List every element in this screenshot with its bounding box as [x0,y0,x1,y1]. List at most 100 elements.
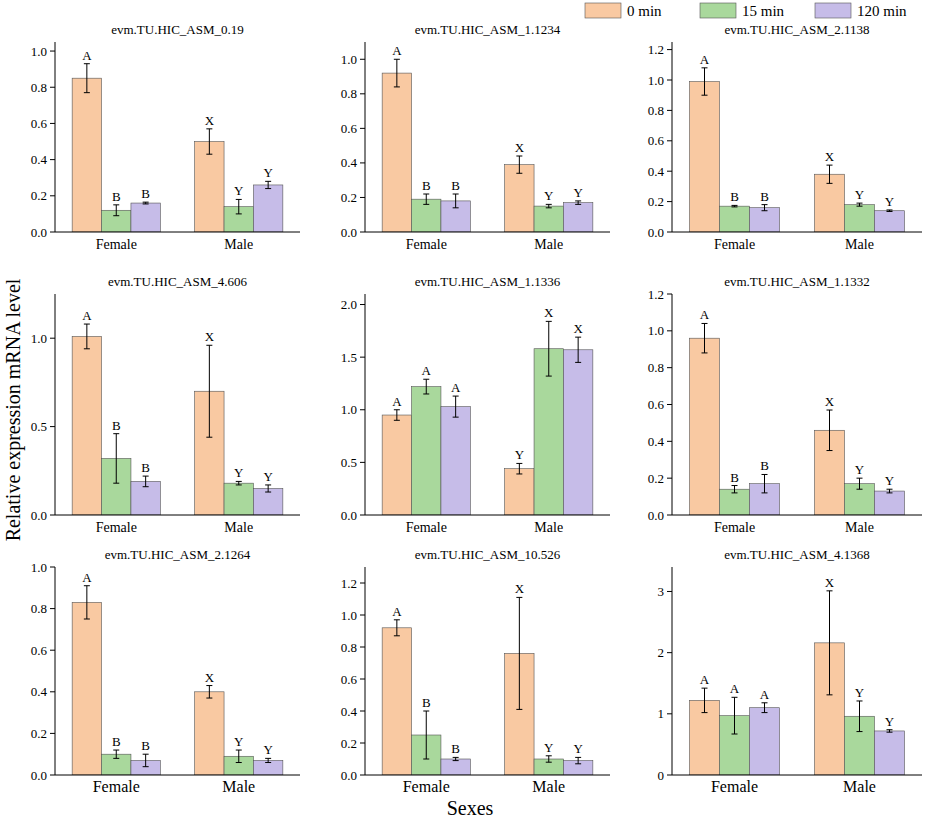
bar [720,489,750,515]
legend: 0 min15 min120 min [585,3,907,19]
y-tick-label: 0.0 [648,508,664,523]
y-axis [365,567,366,775]
y-tick [360,59,365,60]
error-cap [453,760,459,761]
error-cap [702,352,708,353]
error-bar [394,59,400,87]
bar [441,759,470,775]
panel-title: evm.TU.HIC_ASM_1.1332 [724,274,870,289]
y-tick-label: 0.6 [648,397,665,412]
bar [505,165,534,232]
y-tick-label: 0.8 [648,360,664,375]
error-cap [516,597,522,598]
error-cap [732,205,738,206]
y-tick [667,441,672,442]
error-cap [762,702,768,703]
category-label: Female [711,778,758,795]
error-cap [516,473,522,474]
error-cap [857,731,863,732]
error-bar [84,324,90,349]
error-cap [702,323,708,324]
error-cap [516,156,522,157]
error-cap [827,165,833,166]
error-bar [887,489,893,493]
error-cap [265,762,271,763]
significance-letter: X [205,113,215,128]
significance-letter: A [82,570,92,585]
y-tick-label: 0.4 [31,152,48,167]
error-cap [516,463,522,464]
bar [195,142,224,232]
y-axis [365,42,366,232]
bars [690,591,905,775]
error-line [519,463,520,474]
category-label: Male [843,778,876,795]
bar [224,483,253,515]
significance-letter: Y [515,447,525,462]
y-tick [360,304,365,305]
y-tick-label: 0.2 [31,726,47,741]
significance-letter: Y [573,185,583,200]
y-axis [672,42,673,232]
error-bar [516,156,522,173]
panel-title: evm.TU.HIC_ASM_4.1368 [724,547,870,562]
error-line [578,201,579,204]
error-cap [113,758,119,759]
error-bar [423,379,429,394]
error-cap [206,685,212,686]
error-bar [206,129,212,154]
error-line [829,591,830,695]
error-cap [84,324,90,325]
y-axis [55,294,56,515]
significance-letter: X [515,140,525,155]
bar [505,469,534,515]
category-label: Male [845,237,874,252]
significance-letter: Y [573,741,583,756]
y-tick-label: 0.4 [341,704,358,719]
error-cap [265,758,271,759]
panel-title: evm.TU.HIC_ASM_4.606 [108,274,248,289]
error-line [704,323,705,352]
significance-letter: Y [855,187,865,202]
significance-letter: Y [544,188,554,203]
error-bar [143,476,149,487]
y-tick [360,647,365,648]
bars [72,324,283,515]
y-tick-label: 1.0 [341,608,357,623]
bar [382,628,411,775]
error-cap [453,396,459,397]
significance-letter: Y [855,462,865,477]
y-tick [667,201,672,202]
y-tick-label: 1.0 [31,560,47,575]
bar [72,336,101,515]
x-axis [55,232,300,233]
y-tick-label: 2.0 [341,297,357,312]
y-tick-label: 0.0 [31,225,47,240]
bar [441,407,470,515]
x-axis [365,232,610,233]
x-axis [672,515,922,516]
error-cap [236,213,242,214]
y-tick-label: 0.0 [31,768,47,783]
category-label: Male [534,237,563,252]
error-line [209,129,210,154]
error-bar [546,756,552,762]
x-axis [672,775,922,776]
y-tick-label: 0.8 [31,80,47,95]
significance-letter: X [205,329,215,344]
error-line [426,379,427,394]
error-line [455,194,456,208]
category-label: Female [714,520,755,535]
y-tick-label: 1.0 [341,402,357,417]
significance-letter: B [760,189,769,204]
bar [845,205,875,232]
error-cap [762,474,768,475]
y-tick [50,123,55,124]
y-axis [55,42,56,232]
y-tick [667,140,672,141]
y-tick [50,338,55,339]
error-cap [143,476,149,477]
error-cap [423,711,429,712]
error-cap [423,204,429,205]
error-bar [732,486,738,493]
